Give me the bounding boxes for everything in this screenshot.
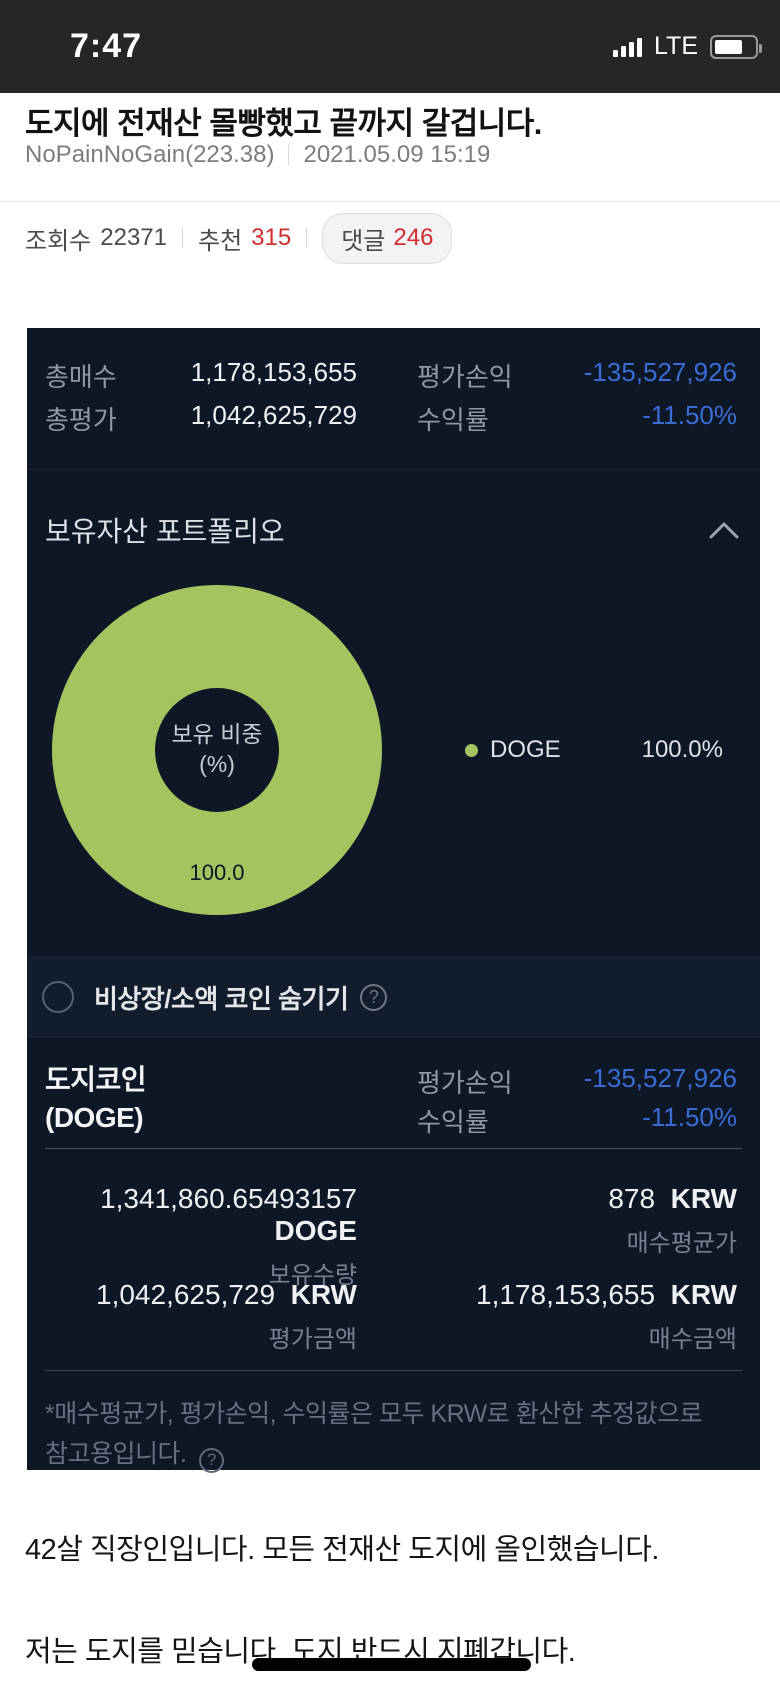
comments-value: 246 [393, 224, 434, 251]
clock: 7:47 [70, 27, 143, 65]
eval-amount-value: 1,042,625,729 [96, 1279, 276, 1310]
views-label: 조회수 [25, 227, 92, 255]
avg-price-cell: 878 KRW 매수평균가 [407, 1183, 737, 1258]
buy-amount-unit: KRW [670, 1279, 737, 1310]
battery-icon [710, 34, 762, 59]
legend-bullet-icon [465, 743, 478, 757]
coin-yield-label: 수익률 [417, 1107, 489, 1137]
yield-label: 수익률 [417, 405, 489, 435]
upvotes-value: 315 [251, 224, 292, 251]
post-date: 2021.05.09 15:19 [303, 141, 491, 168]
footnote-line2-wrap: 참고용입니다. ? [45, 1434, 740, 1473]
post-body-line2-plain: 저는 도지를 믿습니다. [25, 1636, 291, 1668]
post-author[interactable]: NoPainNoGain(223.38) [25, 141, 275, 168]
eval-amount-label: 평가금액 [268, 1326, 357, 1353]
portfolio-section-header: 보유자산 포트폴리오 [45, 510, 740, 550]
black-underline-marker [252, 1658, 531, 1671]
avg-price-unit: KRW [670, 1183, 737, 1214]
comments-badge[interactable]: 댓글 246 [322, 212, 453, 264]
eval-amount-cell: 1,042,625,729 KRW 평가금액 [45, 1279, 357, 1354]
chevron-up-icon[interactable] [708, 520, 740, 540]
panel-divider [27, 469, 760, 470]
upvote-count: 추천 315 [198, 221, 291, 256]
stats-divider [182, 228, 183, 248]
pl-label: 평가손익 [417, 362, 513, 392]
donut-slice-value: 100.0 [189, 860, 245, 885]
coin-yield-value: -11.50% [642, 1102, 737, 1132]
footnote-line2: 참고용입니다. [45, 1440, 187, 1468]
holding-qty-label: 보유수량 [268, 1262, 357, 1289]
status-icons: LTE [613, 0, 762, 93]
network-type-label: LTE [654, 32, 698, 60]
summary-row-2: 총평가 1,042,625,729 수익률 -11.50% [45, 400, 737, 437]
legend-coin-name: DOGE [490, 736, 561, 763]
stats-divider [306, 228, 308, 248]
chart-legend: DOGE 100.0% [465, 735, 723, 765]
coin-ticker: (DOGE) [45, 1102, 144, 1134]
holding-qty-value: 1,341,860.65493157 [100, 1183, 357, 1214]
donut-center-label: 보유 비중 (%) [155, 688, 279, 812]
yield-value: -11.50% [642, 400, 737, 430]
post-body-line1: 42살 직장인입니다. 모든 전재산 도지에 올인했습니다. [25, 1534, 659, 1566]
portfolio-title: 보유자산 포트폴리오 [45, 516, 285, 547]
donut-center-line1: 보유 비중 [171, 721, 263, 748]
summary-row-1: 총매수 1,178,153,655 평가손익 -135,527,926 [45, 357, 737, 394]
coin-pl-label: 평가손익 [417, 1068, 513, 1098]
footnote-line1: *매수평균가, 평가손익, 수익률은 모두 KRW로 환산한 추정값으로 [45, 1400, 703, 1428]
coin-pl-row: 평가손익 -135,527,926 [417, 1063, 737, 1100]
footnote-help-icon[interactable]: ? [198, 1447, 224, 1473]
header-divider [0, 201, 780, 202]
avg-price-label: 매수평균가 [626, 1230, 737, 1257]
total-eval-label: 총평가 [45, 405, 117, 435]
signal-strength-icon [613, 37, 642, 57]
avg-price-value: 878 [608, 1183, 656, 1214]
buy-amount-label: 매수금액 [648, 1326, 737, 1353]
donut-center-line2: (%) [199, 751, 235, 777]
panel-divider [45, 1148, 742, 1149]
comments-label: 댓글 [341, 227, 386, 255]
help-icon[interactable]: ? [360, 983, 388, 1011]
buy-amount-cell: 1,178,153,655 KRW 매수금액 [407, 1279, 737, 1354]
trading-app-panel: 총매수 1,178,153,655 평가손익 -135,527,926 총평가 … [27, 328, 760, 1473]
meta-divider [288, 145, 290, 165]
pl-value: -135,527,926 [583, 357, 737, 387]
legend-percentage: 100.0% [641, 736, 723, 763]
hide-coins-label: 비상장/소액 코인 숨기기 [94, 983, 349, 1014]
post-title: 도지에 전재산 몰빵했고 끝까지 갈겁니다. [25, 106, 542, 141]
post-stats: 조회수 22371 추천 315 댓글 246 [25, 212, 453, 264]
post-meta: NoPainNoGain(223.38) 2021.05.09 15:19 [25, 141, 490, 169]
holding-qty-unit: DOGE [274, 1215, 357, 1246]
eval-amount-unit: KRW [290, 1279, 357, 1310]
portfolio-donut-chart: 보유 비중 (%) [52, 585, 382, 915]
total-buy-value: 1,178,153,655 [190, 357, 357, 387]
coin-yield-row: 수익률 -11.50% [417, 1102, 737, 1139]
coin-name-block: 도지코인 (DOGE) [45, 1061, 147, 1137]
views-value: 22371 [100, 224, 167, 251]
panel-divider [45, 1370, 742, 1371]
total-buy-label: 총매수 [45, 362, 117, 392]
coin-name: 도지코인 [45, 1064, 147, 1095]
upvotes-label: 추천 [198, 227, 243, 255]
buy-amount-value: 1,178,153,655 [476, 1279, 656, 1310]
total-eval-value: 1,042,625,729 [190, 400, 357, 430]
view-count: 조회수 22371 [25, 221, 167, 256]
status-bar: 7:47 LTE [0, 0, 780, 93]
coin-pl-value: -135,527,926 [583, 1063, 737, 1093]
hide-coins-row: 비상장/소액 코인 숨기기 ? [27, 957, 760, 1037]
holding-qty-cell: 1,341,860.65493157 DOGE 보유수량 [45, 1183, 357, 1290]
hide-coins-checkbox[interactable] [42, 981, 74, 1013]
